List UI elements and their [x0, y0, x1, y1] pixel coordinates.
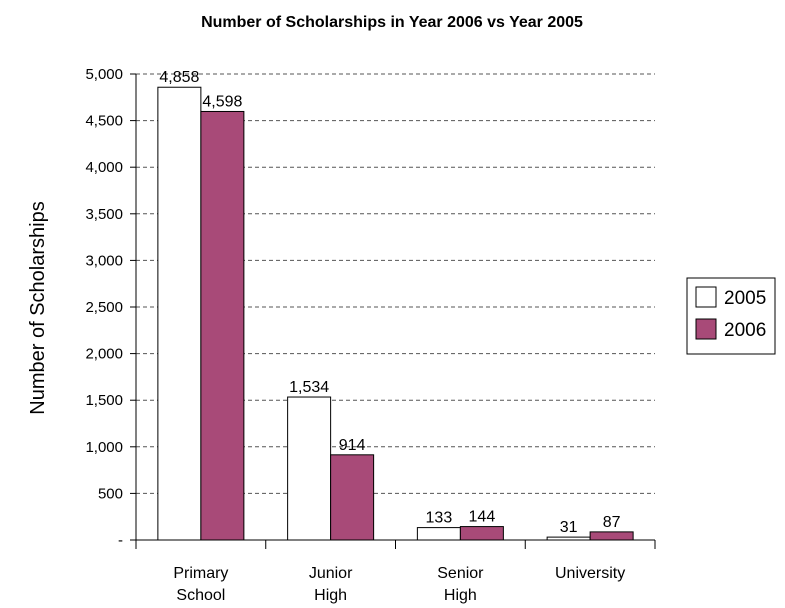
y-tick-label: 2,500: [85, 299, 123, 316]
data-label: 31: [560, 519, 578, 536]
y-tick-label: 2,000: [85, 346, 123, 363]
y-tick-label: 5,000: [85, 66, 123, 83]
chart-title: Number of Scholarships in Year 2006 vs Y…: [201, 14, 583, 31]
y-tick-label: 500: [98, 485, 123, 502]
data-label: 4,858: [159, 69, 199, 86]
data-label: 87: [603, 514, 621, 531]
category-labels: Primary School Junior High Senior High Univers…: [173, 565, 625, 604]
data-label: 4,598: [202, 93, 242, 110]
bars: [157, 86, 634, 541]
data-label: 914: [339, 437, 366, 454]
y-tick-label: 3,000: [85, 252, 123, 269]
axes: [130, 73, 656, 549]
y-tick-label: 4,000: [85, 159, 123, 176]
y-tick-labels: - 500 1,000 1,500 2,000 2,500 3,000 3,500 4,000 4…: [85, 66, 123, 549]
data-label: 144: [469, 509, 496, 526]
y-tick-label: 3,500: [85, 206, 123, 223]
category-label: High: [444, 587, 477, 604]
legend-label: 2006: [724, 320, 766, 341]
bar-2006-1: [330, 454, 375, 541]
legend-swatch-2005: [695, 286, 717, 308]
bar-2006-2: [459, 526, 504, 541]
legend: 2005 2006: [686, 277, 776, 355]
y-tick-label: 4,500: [85, 113, 123, 130]
y-axis-title: Number of Scholarships: [27, 201, 49, 414]
data-label: 1,534: [289, 379, 329, 396]
y-tick-label: -: [118, 532, 123, 549]
category-label: School: [176, 587, 225, 604]
bar-2006-3: [589, 531, 634, 541]
legend-swatch-2006: [695, 318, 717, 340]
category-label: University: [555, 565, 625, 582]
category-label: Primary: [173, 565, 228, 582]
y-tick-label: 1,000: [85, 439, 123, 456]
bar-2005-0: [157, 86, 202, 541]
y-tick-label: 1,500: [85, 392, 123, 409]
legend-label: 2005: [724, 288, 766, 309]
bar-2006-0: [200, 110, 245, 541]
bar-2005-2: [416, 527, 461, 541]
category-label: Junior: [309, 565, 353, 582]
data-label: 133: [426, 510, 453, 527]
category-label: High: [314, 587, 347, 604]
category-label: Senior: [437, 565, 484, 582]
bar-2005-1: [287, 396, 332, 541]
